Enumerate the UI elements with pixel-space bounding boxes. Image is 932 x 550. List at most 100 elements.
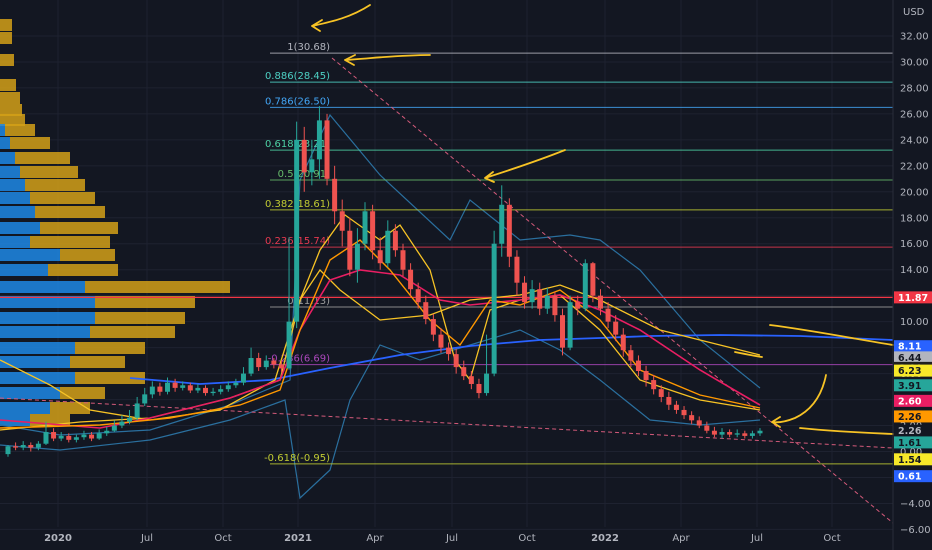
candle-body (248, 358, 254, 374)
hand-drawn-arrow (734, 351, 763, 358)
price-badge (894, 291, 932, 304)
candle-body (81, 434, 87, 438)
candle-body (704, 425, 710, 431)
fib-label: 1(30.68) (287, 42, 330, 53)
candle-body (567, 302, 573, 348)
candle-body (28, 445, 34, 448)
profile-bar-sell (60, 387, 105, 399)
candle-body (514, 256, 520, 283)
profile-bar-buy (0, 342, 75, 354)
profile-bar-sell (5, 124, 35, 136)
y-tick-label: 26.00 (900, 109, 929, 120)
time-axis[interactable]: 2020 Jul Oct 2021 Apr Jul Oct 2022 Apr Jul Oct (44, 533, 841, 544)
y-tick-label: 16.00 (900, 239, 929, 250)
x-tick-label: 2020 (44, 533, 72, 544)
profile-bar-sell (85, 281, 230, 293)
x-tick-label: Oct (518, 533, 535, 544)
profile-bar-sell (20, 166, 78, 178)
candle-body (218, 389, 224, 392)
hand-drawn-arrow (311, 4, 371, 32)
candle-body (301, 139, 307, 173)
candle-body (742, 433, 748, 436)
profile-bar-sell (75, 372, 145, 384)
candle-body (430, 319, 436, 335)
candle-body (43, 432, 49, 444)
moving-averages (0, 214, 894, 431)
candle-body (142, 394, 148, 404)
profile-bar-sell (10, 137, 50, 149)
candle-body (575, 302, 581, 309)
x-tick-label: Oct (214, 533, 231, 544)
profile-bar-buy (0, 249, 60, 261)
candle-body (529, 289, 535, 303)
hand-drawn-arrow (344, 54, 431, 66)
x-tick-label: 2022 (591, 533, 619, 544)
profile-bar-sell (0, 92, 20, 104)
price-badge (894, 436, 932, 449)
profile-bar-sell (0, 114, 25, 126)
candle-body (651, 380, 657, 390)
candle-body (294, 139, 300, 322)
candle-body (89, 434, 95, 439)
candle-body (111, 425, 117, 431)
fib-label: 0(11.13) (287, 296, 330, 307)
profile-bar-buy (0, 264, 48, 276)
profile-bar-sell (15, 152, 70, 164)
profile-bar-sell (95, 296, 195, 308)
candle-body (332, 178, 338, 212)
profile-bar-sell (35, 206, 105, 218)
candle-body (233, 382, 239, 386)
x-tick-label: Apr (366, 533, 384, 544)
price-badge-label: 3.91 (898, 381, 921, 392)
hand-drawn-arrow (771, 374, 827, 428)
candle-body (51, 432, 57, 439)
price-badge-label: 0.61 (898, 472, 921, 483)
candle-body (689, 415, 695, 421)
price-badge (894, 394, 932, 407)
annotations (311, 4, 894, 435)
profile-bar-buy (0, 206, 35, 218)
candle-body (711, 430, 717, 435)
candle-body (544, 295, 550, 309)
y-tick-label: 30.00 (900, 57, 929, 68)
candle-body (719, 432, 725, 435)
candle-body (256, 358, 262, 368)
y-tick-label: 22.00 (900, 161, 929, 172)
candle-body (347, 230, 353, 270)
candle-body (35, 443, 41, 448)
candle-body (681, 409, 687, 416)
candle-body (537, 289, 543, 309)
candle-body (202, 387, 208, 394)
candle-body (476, 383, 482, 394)
fib-label: -0.618(-0.95) (264, 453, 330, 464)
y-tick-label: 20.00 (900, 187, 929, 198)
price-axis[interactable]: 32.00 30.00 28.00 26.00 24.00 22.00 20.00 18.00… (892, 0, 932, 550)
candle-body (165, 382, 171, 392)
price-badge-label: 2.26 (898, 426, 922, 437)
profile-bar-sell (0, 104, 22, 116)
bollinger-band (0, 113, 761, 436)
x-tick-label: Oct (823, 533, 840, 544)
candle-body (13, 446, 19, 448)
candle-body (453, 354, 459, 368)
profile-bar-buy (0, 372, 75, 384)
candle-body (225, 385, 231, 390)
bollinger-band (0, 329, 761, 500)
profile-bar-sell (30, 236, 110, 248)
candle-body (377, 250, 383, 264)
support-trendline (0, 397, 894, 449)
profile-bar-buy (0, 236, 30, 248)
price-badge (894, 470, 932, 483)
candle-body (316, 120, 322, 160)
candle-body (5, 446, 11, 455)
candle-body (96, 433, 102, 439)
candle-body (73, 437, 79, 440)
price-badge-label: 1.61 (898, 438, 921, 449)
price-badge (894, 424, 932, 437)
candle-body (423, 302, 429, 320)
volume-profile (0, 19, 230, 426)
x-tick-label: Jul (140, 533, 153, 544)
candle-body (58, 435, 64, 439)
y-tick-label: 28.00 (900, 83, 929, 94)
